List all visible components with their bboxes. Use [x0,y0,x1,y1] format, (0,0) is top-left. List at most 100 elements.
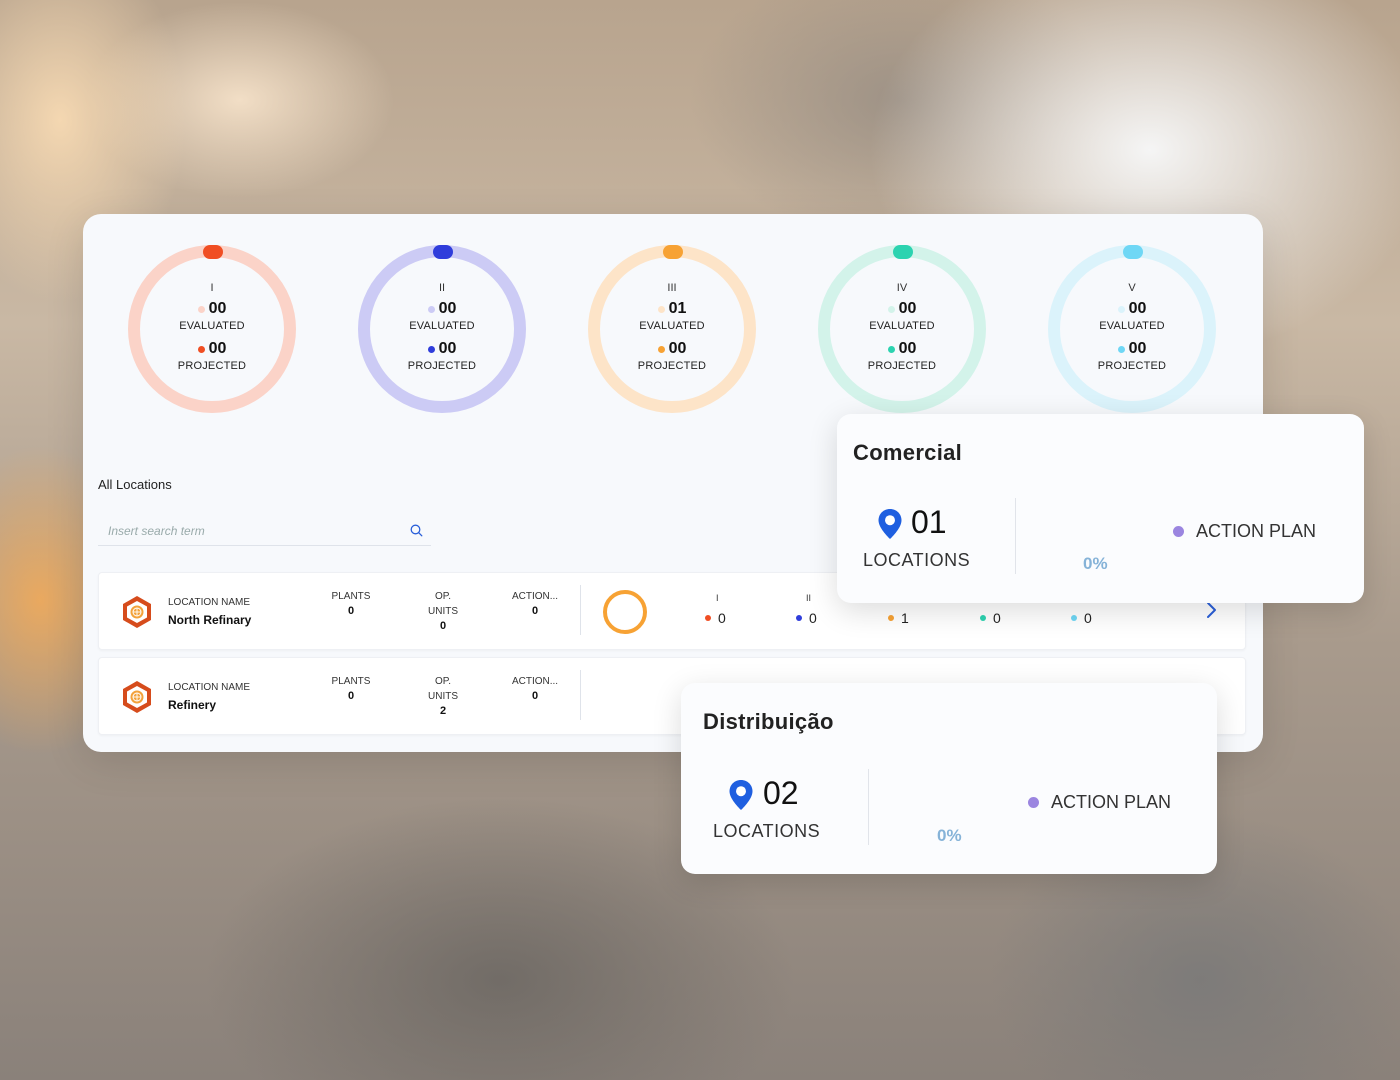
evaluated-label: EVALUATED [869,320,935,332]
projected-count: 00 [438,340,457,357]
card-divider [1015,498,1016,574]
evaluated-dot [887,305,895,313]
op-units-value: 2 [439,705,447,717]
plants-value: 0 [347,605,355,617]
stat-v: 0 [1071,610,1092,626]
location-hex-icon [123,681,151,713]
evaluated-dot [1117,305,1125,313]
category-donut-iii[interactable]: III 01 EVALUATED 00 PROJECTED [585,242,759,416]
plants-label: PLANTS [331,591,371,602]
summary-card-distribuicao[interactable]: Distribuição 02 LOCATIONS ACTION PLAN 0% [681,683,1217,874]
search-bar[interactable] [98,516,431,546]
row-divider [580,670,581,720]
summary-card-comercial[interactable]: Comercial 01 LOCATIONS ACTION PLAN 0% [837,414,1364,603]
projected-label: PROJECTED [177,360,247,372]
projected-dot [1117,345,1125,353]
stat-value: 0 [993,610,1001,626]
category-donut-v[interactable]: V 00 EVALUATED 00 PROJECTED [1045,242,1219,416]
action-column: ACTION... 0 [499,589,571,619]
location-pin-icon [878,509,902,539]
projected-dot [887,345,895,353]
action-label: ACTION... [511,676,559,687]
stat-dot [705,615,711,621]
evaluated-dot [657,305,665,313]
op-label: OP. [435,676,451,687]
stat-roman-ii: II [806,593,812,603]
donut-roman: IV [896,282,908,294]
stat-dot [796,615,802,621]
category-donut-i[interactable]: I 00 EVALUATED 00 PROJECTED [125,242,299,416]
evaluated-label: EVALUATED [1099,320,1165,332]
stat-iv: 0 [980,610,1001,626]
plants-label: PLANTS [331,676,371,687]
evaluated-count: 01 [668,300,687,317]
location-hex-icon [123,596,151,628]
chevron-right-icon[interactable] [1205,601,1217,619]
stat-iii: 1 [888,610,909,626]
stat-dot [888,615,894,621]
category-donut-ii[interactable]: II 00 EVALUATED 00 PROJECTED [355,242,529,416]
evaluated-count: 00 [208,300,227,317]
locations-label: LOCATIONS [863,550,971,570]
category-donut-iv[interactable]: IV 00 EVALUATED 00 PROJECTED [815,242,989,416]
projected-count: 00 [1128,340,1147,357]
search-icon[interactable] [410,524,423,537]
legend-dot [1028,797,1039,808]
stat-i: 0 [705,610,726,626]
stat-value: 1 [901,610,909,626]
stat-ii: 0 [796,610,817,626]
evaluated-dot [427,305,435,313]
location-caption: LOCATION NAME [168,682,251,693]
legend-action-plan: ACTION PLAN [1173,521,1316,542]
projected-dot [657,345,665,353]
evaluated-dot [197,305,205,313]
action-value: 0 [531,690,539,702]
projected-label: PROJECTED [407,360,477,372]
donut-ring [1048,245,1216,413]
donut-ring [358,245,526,413]
projected-label: PROJECTED [637,360,707,372]
stat-value: 0 [718,610,726,626]
percent-value: 0% [937,826,962,845]
op-units-column: OP. UNITS 2 [413,674,473,719]
evaluated-label: EVALUATED [179,320,245,332]
donut-roman: II [438,282,446,294]
location-name[interactable]: North Refinary [168,613,252,627]
donut-roman: V [1128,282,1136,294]
evaluated-count: 00 [438,300,457,317]
evaluated-label: EVALUATED [409,320,475,332]
row-divider [580,585,581,635]
projected-dot [427,345,435,353]
card-title: Comercial [853,440,963,465]
stat-dot [980,615,986,621]
locations-count: 01 [911,504,947,540]
location-pin-icon [729,780,753,810]
card-title: Distribuição [703,709,834,734]
plants-value: 0 [347,690,355,702]
stat-dot [1071,615,1077,621]
legend-label: ACTION PLAN [1051,792,1172,812]
locations-label: LOCATIONS [713,821,821,841]
evaluated-count: 00 [1128,300,1147,317]
stat-value: 0 [809,610,817,626]
projected-count: 00 [898,340,917,357]
plants-column: PLANTS 0 [321,589,381,619]
legend-action-plan: ACTION PLAN [1028,792,1171,813]
op-label: OP. [435,591,451,602]
percent-value: 0% [1083,554,1108,573]
donut-ring [818,245,986,413]
action-label: ACTION... [511,591,559,602]
units-label: UNITS [428,606,458,617]
plants-column: PLANTS 0 [321,674,381,704]
projected-count: 00 [208,340,227,357]
op-units-column: OP. UNITS 0 [413,589,473,634]
location-name[interactable]: Refinery [168,698,217,712]
locations-count: 02 [763,775,799,811]
projected-count: 00 [668,340,687,357]
projected-dot [197,345,205,353]
evaluated-count: 00 [898,300,917,317]
stat-value: 0 [1084,610,1092,626]
search-input[interactable] [108,523,388,538]
donut-ring [588,245,756,413]
stat-roman-i: I [716,593,719,603]
